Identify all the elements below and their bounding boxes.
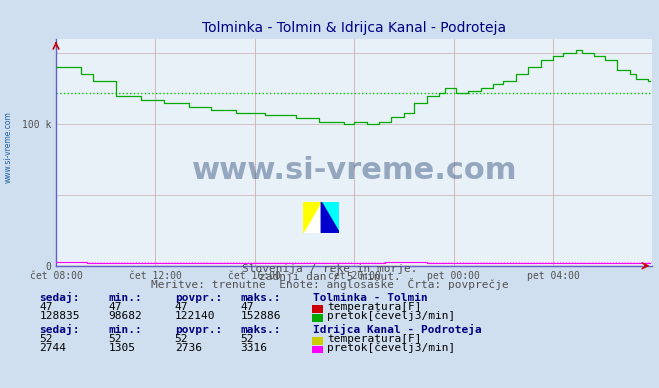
Text: Idrijca Kanal - Podroteja: Idrijca Kanal - Podroteja [313,324,482,334]
Text: min.:: min.: [109,293,142,303]
Text: 52: 52 [40,334,53,344]
Text: sedaj:: sedaj: [40,292,80,303]
Text: Tolminka - Tolmin: Tolminka - Tolmin [313,293,428,303]
Polygon shape [303,202,322,233]
Text: maks.:: maks.: [241,324,281,334]
Text: www.si-vreme.com: www.si-vreme.com [3,111,13,184]
Text: 52: 52 [109,334,122,344]
Text: www.si-vreme.com: www.si-vreme.com [192,156,517,185]
Text: sedaj:: sedaj: [40,324,80,334]
Text: pretok[čevelj3/min]: pretok[čevelj3/min] [327,310,455,321]
Text: 47: 47 [109,302,122,312]
Text: 122140: 122140 [175,311,215,321]
Text: 47: 47 [241,302,254,312]
Text: 2744: 2744 [40,343,67,353]
Text: povpr.:: povpr.: [175,324,222,334]
Text: min.:: min.: [109,324,142,334]
Text: 3316: 3316 [241,343,268,353]
Text: 152886: 152886 [241,311,281,321]
Text: 47: 47 [175,302,188,312]
Text: pretok[čevelj3/min]: pretok[čevelj3/min] [327,342,455,353]
Text: 1305: 1305 [109,343,136,353]
Text: povpr.:: povpr.: [175,293,222,303]
Text: temperatura[F]: temperatura[F] [327,334,421,344]
Text: 128835: 128835 [40,311,80,321]
Text: 47: 47 [40,302,53,312]
Title: Tolminka - Tolmin & Idrijca Kanal - Podroteja: Tolminka - Tolmin & Idrijca Kanal - Podr… [202,21,506,35]
Text: 52: 52 [175,334,188,344]
Text: maks.:: maks.: [241,293,281,303]
Polygon shape [322,202,339,233]
Text: 98682: 98682 [109,311,142,321]
Text: 2736: 2736 [175,343,202,353]
Text: zadnji dan / 5 minut.: zadnji dan / 5 minut. [258,272,401,282]
Polygon shape [322,202,339,233]
Text: temperatura[F]: temperatura[F] [327,302,421,312]
Text: Meritve: trenutne  Enote: anglosaške  Črta: povprečje: Meritve: trenutne Enote: anglosaške Črta… [151,278,508,290]
Text: 52: 52 [241,334,254,344]
Text: Slovenija / reke in morje.: Slovenija / reke in morje. [242,264,417,274]
